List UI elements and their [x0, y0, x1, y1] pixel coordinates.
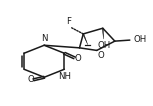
- Text: O: O: [75, 54, 81, 63]
- Text: N: N: [41, 34, 47, 43]
- Text: O: O: [27, 75, 34, 84]
- Text: NH: NH: [59, 72, 72, 81]
- Polygon shape: [83, 34, 88, 45]
- Polygon shape: [102, 28, 104, 39]
- Text: OH: OH: [98, 41, 111, 50]
- Text: F: F: [66, 17, 71, 26]
- Text: O: O: [97, 51, 104, 60]
- Text: OH: OH: [134, 35, 147, 44]
